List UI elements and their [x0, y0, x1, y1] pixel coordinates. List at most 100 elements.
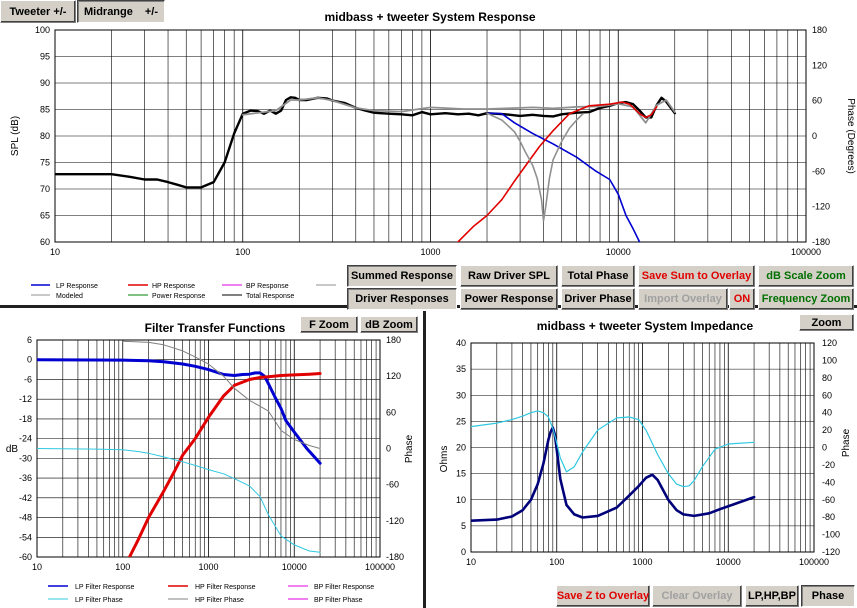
sys-ytick-label: 90: [40, 78, 50, 88]
raw-driver-spl-button[interactable]: Raw Driver SPL: [460, 265, 558, 287]
filter-transfer-title: Filter Transfer Functions: [145, 321, 286, 335]
imp-xtick-label: 10: [466, 557, 476, 567]
filt-y2tick-label: 180: [386, 335, 401, 345]
filt-ytick-label: -42: [19, 493, 32, 503]
imp-ytick-label: 5: [461, 521, 466, 531]
raw-driver-spl-label: Raw Driver SPL: [468, 270, 550, 282]
filt-series-line-hp-filter-response: [128, 372, 322, 557]
imp-y2tick-label: 120: [822, 338, 837, 348]
imp-ytick-label: 20: [456, 443, 466, 453]
driver-phase-button[interactable]: Driver Phase: [561, 288, 635, 310]
midrange-button[interactable]: Midrange +/-: [77, 0, 165, 23]
frequency-zoom-button[interactable]: Frequency Zoom: [758, 288, 854, 310]
total-phase-button[interactable]: Total Phase: [561, 265, 635, 287]
filter-transfer-chart: Filter Transfer Functions dB Phase LP Fi…: [6, 321, 415, 604]
imp-xtick-label: 100: [549, 557, 564, 567]
sys-ytick-label: 65: [40, 211, 50, 221]
imp-ytick-label: 0: [461, 547, 466, 557]
lp-hp-bp-label: LP,HP,BP: [748, 590, 796, 602]
imp-ytick-label: 30: [456, 390, 466, 400]
filt-legend-bpp-label: BP Filter Phase: [314, 597, 363, 604]
sys-ytick-label: 95: [40, 52, 50, 62]
filt-ytick-label: -18: [19, 414, 32, 424]
sys-xtick-label: 1000: [420, 247, 440, 257]
system-response-title: midbass + tweeter System Response: [324, 10, 535, 24]
db-scale-zoom-button[interactable]: dB Scale Zoom: [758, 265, 854, 287]
sys-ytick-label: 70: [40, 184, 50, 194]
save-sum-to-overlay-button[interactable]: Save Sum to Overlay: [638, 265, 755, 287]
overlay-on-button[interactable]: ON: [729, 288, 755, 310]
filt-y2tick-label: -180: [386, 552, 404, 562]
sys-y2tick-label: 0: [812, 131, 817, 141]
filt-y2tick-label: 120: [386, 371, 401, 381]
imp-y2tick-label: 0: [822, 443, 827, 453]
sys-ytick-label: 75: [40, 158, 50, 168]
legend-hp-label: HP Response: [152, 283, 195, 290]
clear-overlay-button[interactable]: Clear Overlay: [652, 585, 742, 607]
legend-total-label: Total Response: [246, 293, 294, 300]
sys-plot-frame: [54, 29, 807, 243]
imp-y2tick-label: 80: [822, 373, 832, 383]
db-scale-zoom-label: dB Scale Zoom: [766, 270, 846, 282]
phase-degrees-axis-label: Phase (Degrees): [845, 98, 856, 174]
filt-legend-bp-label: BP Filter Response: [314, 584, 374, 591]
imp-y2tick-label: 40: [822, 408, 832, 418]
filt-ytick-label: -36: [19, 473, 32, 483]
sys-y2tick-label: -120: [812, 202, 830, 212]
filt-ytick-label: 0: [27, 355, 32, 365]
midrange-button-pm: +/-: [144, 5, 159, 18]
filt-xtick-label: 1000: [198, 562, 218, 572]
sys-xtick-label: 100: [235, 247, 250, 257]
imp-ytick-label: 25: [456, 416, 466, 426]
import-overlay-button[interactable]: Import Overlay: [638, 288, 728, 310]
filt-legend-lp-label: LP Filter Response: [75, 584, 135, 591]
filt-ytick-label: -12: [19, 394, 32, 404]
lp-hp-bp-button[interactable]: LP,HP,BP: [745, 585, 799, 607]
filter-transfer-panel: Filter Transfer Functions dB Phase LP Fi…: [0, 311, 426, 608]
summed-response-label: Summed Response: [350, 270, 454, 282]
overlay-on-label: ON: [733, 293, 751, 305]
filt-ytick-label: -30: [19, 453, 32, 463]
filt-ytick-label: -60: [19, 552, 32, 562]
filt-xtick-label: 10: [32, 562, 42, 572]
legend-power-label: Power Response: [152, 293, 205, 300]
imp-xtick-label: 10000: [716, 557, 741, 567]
filt-y2tick-label: 0: [386, 444, 391, 454]
filt-ytick-label: -6: [24, 374, 32, 384]
frequency-zoom-label: Frequency Zoom: [761, 293, 851, 305]
filt-xtick-label: 100: [115, 562, 130, 572]
f-zoom-label: F Zoom: [309, 318, 349, 331]
imp-y2tick-label: 60: [822, 390, 832, 400]
driver-responses-button[interactable]: Driver Responses: [347, 288, 457, 310]
imp-y2tick-label: -80: [822, 512, 835, 522]
tweeter-button[interactable]: Tweeter +/-: [0, 0, 76, 23]
imp-y2tick-label: -60: [822, 495, 835, 505]
sys-series-line-hp-response: [457, 101, 658, 242]
sys-ytick-label: 85: [40, 105, 50, 115]
imp-ytick-label: 10: [456, 495, 466, 505]
import-overlay-label: Import Overlay: [644, 293, 722, 305]
filt-y2tick-label: -60: [386, 480, 399, 490]
sys-y2tick-label: -180: [812, 237, 830, 247]
total-phase-label: Total Phase: [567, 270, 629, 282]
sys-series-line-modeled: [241, 96, 676, 124]
f-zoom-button[interactable]: F Zoom: [300, 316, 358, 333]
impedance-zoom-button[interactable]: Zoom: [799, 314, 854, 331]
summed-response-button[interactable]: Summed Response: [347, 265, 457, 287]
legend-lp-label: LP Response: [56, 283, 98, 290]
db-zoom-label: dB Zoom: [365, 318, 413, 331]
imp-y2tick-label: -40: [822, 477, 835, 487]
imp-y2tick-label: -20: [822, 460, 835, 470]
power-response-button[interactable]: Power Response: [460, 288, 558, 310]
sys-series-line-total-response: [55, 96, 676, 189]
filt-series-line-lp-filter-phase: [37, 448, 321, 553]
filt-xtick-label: 100000: [365, 562, 395, 572]
midrange-button-label: Midrange: [83, 5, 133, 18]
save-z-to-overlay-button[interactable]: Save Z to Overlay: [556, 585, 650, 607]
impedance-phase-button[interactable]: Phase: [801, 585, 855, 607]
sys-y2tick-label: 180: [812, 25, 827, 35]
sys-xtick-label: 10: [50, 247, 60, 257]
db-zoom-button[interactable]: dB Zoom: [360, 316, 418, 333]
impedance-phase-axis-label: Phase: [841, 428, 852, 457]
system-response-chart: midbass + tweeter System Response SPL (d…: [10, 10, 856, 257]
